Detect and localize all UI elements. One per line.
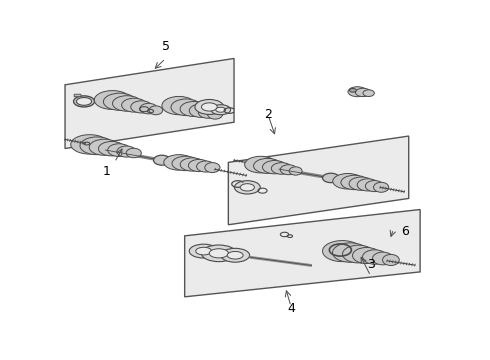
- Ellipse shape: [333, 243, 368, 262]
- Ellipse shape: [126, 148, 141, 158]
- Ellipse shape: [373, 182, 389, 192]
- Ellipse shape: [131, 101, 152, 113]
- Ellipse shape: [343, 245, 374, 263]
- Ellipse shape: [209, 249, 228, 258]
- Ellipse shape: [349, 89, 356, 92]
- Ellipse shape: [117, 146, 136, 157]
- Ellipse shape: [196, 247, 212, 255]
- Ellipse shape: [322, 173, 339, 183]
- Ellipse shape: [352, 247, 381, 264]
- Ellipse shape: [227, 251, 243, 259]
- Text: 4: 4: [287, 302, 295, 315]
- Ellipse shape: [103, 93, 136, 110]
- Ellipse shape: [201, 245, 236, 262]
- Polygon shape: [228, 136, 409, 225]
- Ellipse shape: [253, 158, 282, 174]
- Ellipse shape: [234, 181, 260, 194]
- Text: 6: 6: [401, 225, 409, 238]
- Text: 1: 1: [103, 165, 111, 178]
- Ellipse shape: [366, 180, 384, 192]
- Ellipse shape: [80, 137, 114, 155]
- FancyBboxPatch shape: [74, 94, 81, 97]
- Ellipse shape: [263, 161, 287, 174]
- Ellipse shape: [153, 155, 170, 165]
- Ellipse shape: [113, 96, 142, 111]
- Ellipse shape: [108, 144, 130, 157]
- Polygon shape: [185, 210, 420, 297]
- Text: 2: 2: [264, 108, 272, 121]
- Ellipse shape: [188, 159, 210, 172]
- Ellipse shape: [271, 163, 292, 174]
- Polygon shape: [65, 58, 234, 149]
- Ellipse shape: [89, 139, 120, 155]
- Ellipse shape: [180, 102, 207, 117]
- Ellipse shape: [349, 177, 373, 190]
- Ellipse shape: [322, 240, 362, 262]
- Ellipse shape: [383, 255, 399, 265]
- Ellipse shape: [195, 99, 224, 114]
- Ellipse shape: [216, 107, 226, 112]
- Text: 3: 3: [367, 257, 375, 270]
- Ellipse shape: [164, 155, 194, 170]
- Ellipse shape: [280, 165, 297, 175]
- Ellipse shape: [240, 184, 254, 191]
- Ellipse shape: [220, 248, 249, 262]
- Text: 5: 5: [162, 40, 170, 53]
- Ellipse shape: [149, 106, 163, 115]
- Ellipse shape: [363, 250, 387, 264]
- Ellipse shape: [336, 177, 342, 181]
- Ellipse shape: [189, 244, 218, 258]
- Ellipse shape: [355, 88, 370, 96]
- Ellipse shape: [140, 103, 157, 114]
- Ellipse shape: [357, 179, 378, 191]
- Ellipse shape: [162, 96, 196, 115]
- Ellipse shape: [245, 156, 276, 173]
- Ellipse shape: [201, 103, 217, 111]
- Ellipse shape: [207, 109, 222, 119]
- Ellipse shape: [189, 104, 212, 117]
- Ellipse shape: [76, 98, 92, 105]
- Ellipse shape: [205, 163, 220, 172]
- Ellipse shape: [348, 87, 367, 97]
- Ellipse shape: [172, 156, 199, 171]
- Ellipse shape: [166, 159, 173, 163]
- Ellipse shape: [363, 90, 374, 96]
- Ellipse shape: [198, 107, 218, 118]
- Ellipse shape: [94, 91, 131, 109]
- Ellipse shape: [196, 161, 215, 172]
- Ellipse shape: [180, 158, 204, 171]
- Ellipse shape: [333, 174, 363, 189]
- Ellipse shape: [171, 99, 201, 116]
- Ellipse shape: [211, 105, 231, 115]
- Ellipse shape: [289, 167, 302, 175]
- Ellipse shape: [98, 141, 125, 156]
- Ellipse shape: [74, 96, 95, 107]
- Ellipse shape: [341, 175, 368, 190]
- Ellipse shape: [122, 98, 147, 112]
- Ellipse shape: [372, 252, 393, 265]
- Ellipse shape: [71, 135, 109, 154]
